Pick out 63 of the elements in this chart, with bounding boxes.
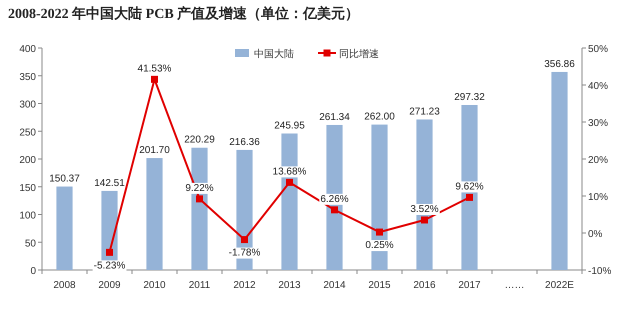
x-tick-label: 2010 bbox=[143, 280, 166, 291]
x-tick-label: 2017 bbox=[458, 280, 482, 291]
y-tick-label: 350 bbox=[19, 72, 36, 83]
y-tick-label: 150 bbox=[19, 182, 36, 194]
y-tick-label: 400 bbox=[19, 44, 36, 55]
data-label: 356.86 bbox=[544, 58, 576, 70]
bar bbox=[551, 72, 568, 270]
data-label: 150.37 bbox=[49, 174, 80, 185]
data-label: 220.29 bbox=[184, 134, 216, 146]
x-tick-label: 2016 bbox=[413, 280, 436, 291]
point bbox=[241, 236, 248, 244]
legend-label: 同比增速 bbox=[339, 48, 379, 60]
data-label: 262.00 bbox=[364, 112, 396, 123]
point bbox=[421, 216, 428, 224]
data-label: 9.22% bbox=[185, 182, 214, 194]
data-label: 142.51 bbox=[94, 178, 126, 189]
x-tick-label: …… bbox=[504, 280, 524, 291]
y-tick-label: 0 bbox=[30, 266, 36, 277]
data-label: 3.52% bbox=[410, 204, 439, 215]
data-label: 9.62% bbox=[455, 181, 484, 192]
x-tick-label: 2012 bbox=[233, 280, 256, 291]
data-label: 245.95 bbox=[274, 120, 306, 132]
y2-tick-label: 20% bbox=[588, 155, 608, 166]
data-label: 6.26% bbox=[320, 194, 349, 205]
point bbox=[106, 248, 113, 256]
y2-tick-label: 40% bbox=[588, 81, 608, 92]
data-label: 201.70 bbox=[139, 145, 170, 156]
point bbox=[286, 178, 293, 186]
data-label: 41.53% bbox=[138, 63, 172, 74]
x-tick-label: 2015 bbox=[368, 280, 392, 291]
y-tick-label: 250 bbox=[19, 127, 36, 138]
point bbox=[466, 194, 473, 201]
data-label: 261.34 bbox=[319, 112, 350, 123]
data-label: -1.78% bbox=[228, 248, 260, 259]
y2-tick-label: 10% bbox=[588, 192, 608, 203]
data-label: 13.68% bbox=[272, 166, 307, 178]
y-tick-label: 200 bbox=[19, 155, 36, 166]
point bbox=[376, 228, 383, 236]
data-label: 0.25% bbox=[365, 240, 394, 252]
point bbox=[151, 76, 158, 83]
x-tick-label: 2011 bbox=[188, 280, 211, 291]
y-tick-label: 300 bbox=[19, 100, 36, 110]
y-tick-label: 50 bbox=[24, 238, 36, 250]
point bbox=[331, 206, 338, 214]
y-tick-label: 100 bbox=[19, 210, 36, 222]
x-tick-label: 2022E bbox=[545, 280, 574, 291]
x-tick-label: 2014 bbox=[323, 280, 346, 291]
x-tick-label: 2009 bbox=[98, 280, 122, 291]
y2-tick-label: -10% bbox=[588, 266, 612, 277]
data-label: -5.23% bbox=[94, 260, 126, 272]
data-label: 216.36 bbox=[229, 136, 260, 148]
x-tick-label: 2013 bbox=[278, 280, 302, 291]
x-tick-label: 2008 bbox=[53, 280, 76, 291]
chart-title: 2008-2022 年中国大陆 PCB 产值及增速（单位：亿美元） bbox=[8, 5, 360, 22]
data-label: 271.23 bbox=[409, 106, 440, 118]
bar bbox=[146, 158, 163, 270]
data-label: 297.32 bbox=[454, 92, 486, 103]
y2-tick-label: 50% bbox=[588, 44, 608, 55]
point bbox=[196, 195, 203, 202]
bar bbox=[56, 186, 73, 270]
legend-label: 中国大陆 bbox=[254, 48, 294, 60]
y2-tick-label: 30% bbox=[588, 118, 608, 129]
y2-tick-label: 0% bbox=[588, 229, 603, 240]
